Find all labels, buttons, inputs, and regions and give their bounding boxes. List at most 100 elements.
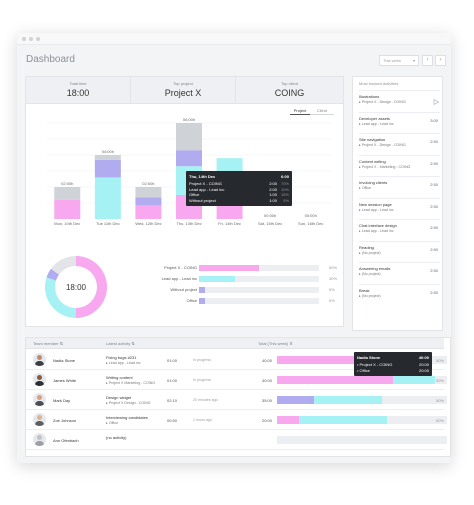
member-pct: 50% xyxy=(435,418,444,423)
avatar-head xyxy=(37,435,42,440)
activity-item[interactable]: Invoicing clients ▸ Office 2:50 xyxy=(359,176,440,196)
summary-stats: Total time 18:00 Top project Project X T… xyxy=(26,77,343,104)
tooltip-row: • Office 20:00 xyxy=(357,368,429,374)
bar-total-label: 02:00h xyxy=(61,181,73,186)
table-row[interactable]: Zoe Johnson Interviewing candidates ▸ Of… xyxy=(26,410,447,430)
donut-slice[interactable] xyxy=(46,268,60,281)
donut-slice[interactable] xyxy=(50,256,76,275)
activity-project: ▸ (No project) xyxy=(359,294,381,298)
member-pct: 50% xyxy=(435,378,444,383)
next-period-button[interactable]: › xyxy=(435,55,446,66)
activity-item[interactable]: Break ▸ (No project) 2:50 xyxy=(359,284,440,304)
tooltip-row-name: • Office xyxy=(357,367,370,373)
period-select[interactable]: This week ▾ xyxy=(379,55,419,66)
project-bar-track xyxy=(199,287,319,293)
sort-icon: ⇅ xyxy=(59,341,64,346)
activity-duration: 02:10 xyxy=(166,398,177,403)
activity-title: Developer assets xyxy=(359,116,390,121)
project-bar-fill xyxy=(199,287,205,293)
project-bar-track xyxy=(199,265,319,271)
avatar-head xyxy=(37,395,42,400)
stat-value: COING xyxy=(274,88,305,98)
activity-time: 2:50 xyxy=(430,139,438,144)
window-maximize-dot[interactable] xyxy=(36,37,40,41)
stat-label: Top project xyxy=(173,81,193,86)
project-row: Without project 5% xyxy=(147,286,343,294)
latest-activity-project-label: Office xyxy=(108,421,119,425)
member-name: Ann Ofenbach xyxy=(53,438,79,443)
latest-activity-project: ▸ Project X Marketing - COING xyxy=(106,381,156,385)
activity-title: Answering emails xyxy=(359,266,391,271)
bar-segment[interactable] xyxy=(94,159,121,178)
activity-item[interactable]: Content writing ▸ Project X - Marketing -… xyxy=(359,155,440,175)
column-total[interactable]: Total (This week) ⬆ xyxy=(258,341,293,346)
project-row: Project X - COING 50% xyxy=(147,264,343,272)
activity-item[interactable]: Illustrations ▸ Project X - Design - COIN… xyxy=(359,90,440,110)
activity-item[interactable]: Developer assets ▸ Lead app - Lead inc 3:0… xyxy=(359,112,440,132)
donut-slice[interactable] xyxy=(44,277,76,318)
avatar-body xyxy=(35,361,44,366)
donut-slice[interactable] xyxy=(76,256,107,318)
bar-segment[interactable] xyxy=(94,177,121,219)
activity-time: 2:50 xyxy=(430,247,438,252)
bar-segment[interactable] xyxy=(54,199,81,219)
activities-title: Most tracked activities xyxy=(359,81,399,86)
member-name: Zoe Johnson xyxy=(53,418,77,423)
stat-total-time: Total time 18:00 xyxy=(26,77,130,104)
project-row: Lead app - Lead inc 30% xyxy=(147,275,343,283)
table-row[interactable]: Ann Ofenbach (no activity) xyxy=(26,430,447,450)
avatar-head xyxy=(37,375,42,380)
member-total: 40:00 xyxy=(261,358,272,363)
tooltip-row-name: Without project xyxy=(189,197,216,203)
column-team-member[interactable]: Team member ⇅ xyxy=(33,341,63,346)
bar-segment[interactable] xyxy=(176,150,202,167)
play-icon[interactable] xyxy=(433,99,439,105)
member-name: Nadia Stone xyxy=(53,358,76,363)
total-bar-segment xyxy=(277,376,393,384)
activity-item[interactable]: Reading ▸ (No project) 2:50 xyxy=(359,241,440,261)
total-bar-track xyxy=(277,416,447,424)
member-name: Mark Day xyxy=(53,398,71,403)
activity-project: ▸ Office xyxy=(359,186,372,190)
project-name: Without project xyxy=(170,287,197,292)
activity-item[interactable]: Site navigation ▸ Project X - Design - CO… xyxy=(359,133,440,153)
bar-total-label: 06:00h xyxy=(183,117,195,122)
window-minimize-dot[interactable] xyxy=(29,37,33,41)
table-row[interactable]: Mark Day Design widget ▸ Project X Desig… xyxy=(26,390,447,410)
activity-time: 3:00 xyxy=(430,118,438,123)
project-name: Lead app - Lead inc xyxy=(161,276,197,281)
bar-segment[interactable] xyxy=(54,187,81,200)
bar-segment[interactable] xyxy=(135,205,162,219)
activity-item[interactable]: New session page ▸ Lead app - Lead inc 2:5… xyxy=(359,198,440,218)
latest-activity-project-label: Lead app - Lead inc xyxy=(108,361,141,365)
window-close-dot[interactable] xyxy=(22,37,26,41)
activity-project: ▸ Project X - Design - COING xyxy=(359,100,406,104)
table-row[interactable]: James White Writing content ▸ Project X … xyxy=(26,370,447,390)
activity-duration: 01:00 xyxy=(166,358,177,363)
page-title: Dashboard xyxy=(26,54,75,65)
activity-item[interactable]: Answering emails ▸ (No project) 2:50 xyxy=(359,262,440,282)
activity-time: 2:50 xyxy=(430,290,438,295)
bar-segment[interactable] xyxy=(94,155,121,160)
total-bar-segment xyxy=(277,396,315,404)
toggle-client[interactable]: Client xyxy=(310,107,334,115)
bar-segment[interactable] xyxy=(135,197,162,206)
bar-segment[interactable] xyxy=(176,123,202,151)
latest-activity-title: Writing content xyxy=(106,375,133,380)
bar-total-label: 04:00h xyxy=(102,149,114,154)
latest-activity-project-label: Project X Design - COING xyxy=(108,401,151,405)
bar-segment[interactable] xyxy=(135,187,162,198)
column-latest-activity[interactable]: Latest activity ⇅ xyxy=(106,341,135,346)
activity-item[interactable]: Chat interface design ▸ Lead app - Lead i… xyxy=(359,219,440,239)
tooltip-row: • Project X - COING 20:00 xyxy=(357,362,429,368)
tooltip-row-name: Office xyxy=(189,192,200,197)
sort-desc-icon: ⬆ xyxy=(289,341,293,346)
tooltip-title: Nadia Stone xyxy=(357,355,381,360)
activity-project: ▸ Project X - Design - COING xyxy=(359,143,406,147)
team-members-table: Team member ⇅ Latest activity ⇅ Total (T… xyxy=(25,337,451,457)
stat-top-project: Top project Project X xyxy=(130,77,235,104)
previous-period-button[interactable]: ‹ xyxy=(422,55,433,66)
activity-title: New session page xyxy=(359,202,392,207)
total-bar-segment xyxy=(277,356,362,364)
toggle-project[interactable]: Project xyxy=(290,107,310,115)
